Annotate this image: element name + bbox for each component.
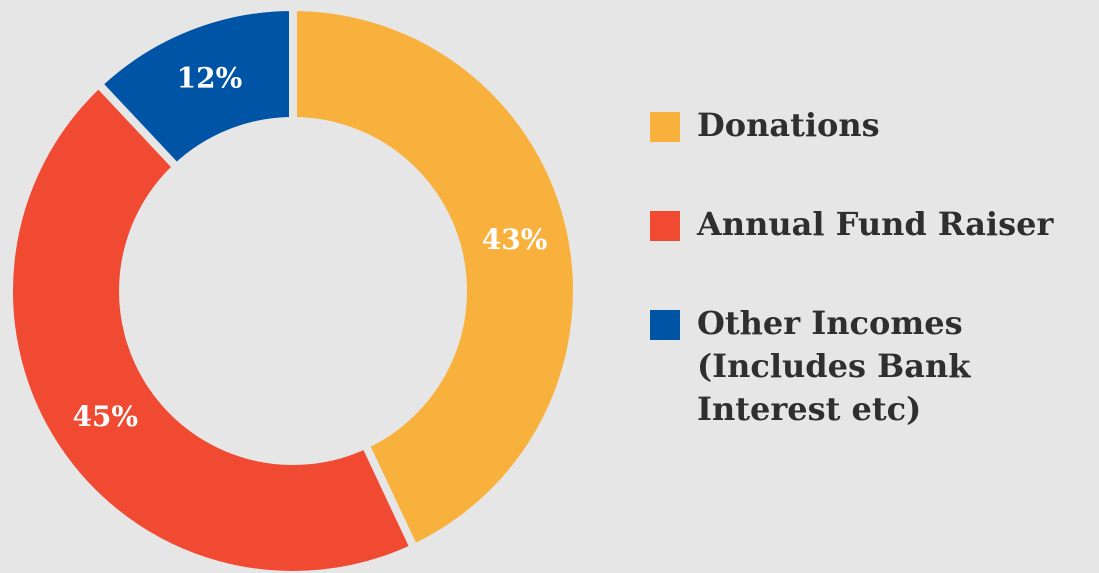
legend-item: Donations: [650, 104, 1090, 147]
legend-item: Annual Fund Raiser: [650, 203, 1090, 246]
legend-label: Annual Fund Raiser: [697, 205, 1054, 243]
donut-segment: [5, 78, 420, 573]
legend-label: Other Incomes (Includes Bank Interest et…: [697, 304, 971, 428]
legend-swatch: [650, 112, 680, 142]
legend: Donations Annual Fund Raiser Other Incomes…: [650, 104, 1090, 487]
donut: 43% 45% 12%: [5, 2, 581, 573]
legend-swatch: [650, 211, 680, 241]
legend-swatch: [650, 310, 680, 340]
data-label: 45%: [72, 400, 138, 433]
legend-item: Other Incomes (Includes Bank Interest et…: [650, 302, 1090, 431]
donut-segment: [289, 2, 581, 554]
data-label: 12%: [177, 61, 243, 94]
data-label: 43%: [482, 223, 548, 256]
legend-label: Donations: [697, 106, 880, 144]
donut-segment: [92, 2, 297, 173]
